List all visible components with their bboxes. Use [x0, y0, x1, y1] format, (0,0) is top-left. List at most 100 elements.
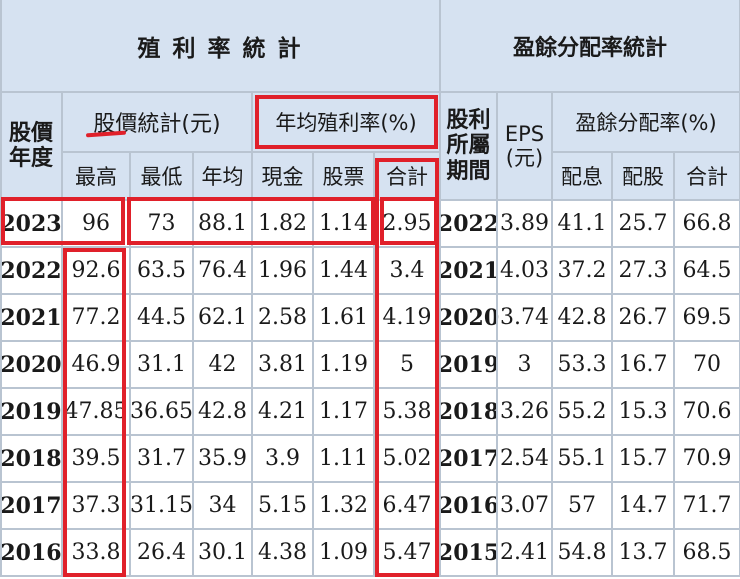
yield-total-header: 合計 [386, 165, 428, 189]
cell-year: 2021 [0, 304, 62, 331]
cell-eps-year: 2019 [437, 351, 500, 378]
grid-line [0, 293, 740, 295]
cell-cash: 1.96 [258, 258, 307, 283]
grid-line [0, 528, 740, 530]
cell-low: 73 [147, 211, 176, 236]
cell-eps: 3.89 [500, 211, 549, 236]
cell-p-cash: 42.8 [557, 305, 607, 330]
cell-total: 6.47 [382, 493, 432, 518]
cell-eps-year: 2015 [437, 539, 500, 566]
avg-header: 年均 [201, 165, 244, 189]
low-header: 最低 [140, 165, 183, 189]
eps-header: EPS (元) [504, 121, 545, 170]
avg-yield-header: 年均殖利率(%) [275, 111, 417, 135]
grid-line [129, 152, 131, 576]
cell-year: 2017 [0, 492, 62, 519]
cell-high: 47.85 [64, 399, 128, 424]
cell-low: 44.5 [137, 305, 186, 330]
cell-year: 2023 [0, 210, 62, 237]
cell-low: 36.65 [130, 399, 193, 424]
cell-avg: 30.1 [198, 540, 247, 565]
grid-line [0, 246, 740, 248]
grid-line [61, 92, 63, 576]
grid-line [611, 152, 613, 576]
cell-eps-year: 2018 [437, 398, 500, 425]
grid-line [0, 199, 740, 201]
grid-line [0, 0, 2, 576]
cell-p-stock: 15.7 [618, 446, 668, 471]
grid-line [551, 92, 553, 576]
cell-total: 5 [400, 352, 414, 377]
grid-line [192, 152, 194, 576]
cell-stock: 1.11 [319, 446, 368, 471]
cell-p-total: 70 [693, 352, 721, 377]
header-background [0, 0, 740, 200]
cell-cash: 2.58 [258, 305, 307, 330]
cell-p-stock: 16.7 [618, 352, 668, 377]
cell-avg: 34 [208, 493, 237, 518]
price-stats-header: 股價統計(元) [93, 112, 221, 137]
cell-year: 2019 [0, 398, 62, 425]
cell-eps: 3.07 [500, 493, 549, 518]
cell-total: 5.02 [382, 446, 432, 471]
cell-p-cash: 53.3 [557, 352, 607, 377]
cell-total: 5.38 [382, 399, 432, 424]
grid-line [0, 91, 740, 93]
cell-total: 5.47 [382, 540, 432, 565]
cell-p-cash: 54.8 [557, 540, 607, 565]
cell-stock: 1.32 [319, 493, 368, 518]
yield-section-title: 殖 利 率 統 計 [137, 36, 303, 62]
cell-eps-year: 2021 [437, 257, 500, 284]
grid-line [0, 575, 740, 577]
cell-p-cash: 57 [568, 493, 596, 518]
cell-eps: 3 [517, 352, 532, 377]
cell-stock: 1.17 [319, 399, 368, 424]
cell-eps: 3.26 [500, 399, 549, 424]
dividend-period-header: 股利 所屬 期間 [446, 108, 491, 184]
cell-avg: 88.1 [198, 211, 247, 236]
cell-low: 31.7 [137, 446, 186, 471]
cell-stock: 1.19 [319, 352, 368, 377]
cell-low: 31.15 [130, 493, 193, 518]
cell-p-stock: 14.7 [618, 493, 668, 518]
payout-stock-header: 配股 [622, 165, 664, 189]
cell-eps: 2.41 [500, 540, 549, 565]
cell-cash: 3.9 [265, 446, 300, 471]
cell-p-stock: 25.7 [618, 211, 668, 236]
year-column-header: 股價 年度 [8, 120, 53, 171]
cell-eps-year: 2017 [437, 445, 500, 472]
cell-stock: 1.14 [319, 211, 368, 236]
cell-high: 33.8 [71, 540, 121, 565]
payout-cash-header: 配息 [561, 165, 603, 189]
cell-low: 26.4 [137, 540, 186, 565]
cell-stock: 1.44 [319, 258, 368, 283]
cell-p-total: 69.5 [682, 305, 732, 330]
cash-yield-header: 現金 [261, 165, 304, 189]
cell-eps: 4.03 [500, 258, 549, 283]
stock-yield-header: 股票 [322, 165, 365, 189]
cell-stock: 1.09 [319, 540, 368, 565]
cell-p-stock: 26.7 [618, 305, 668, 330]
grid-line [251, 92, 253, 576]
cell-high: 77.2 [71, 305, 121, 330]
cell-year: 2020 [0, 351, 62, 378]
cell-p-cash: 41.1 [557, 211, 607, 236]
cell-p-total: 70.9 [682, 446, 732, 471]
cell-eps: 3.74 [500, 305, 549, 330]
cell-cash: 4.21 [258, 399, 307, 424]
cell-p-total: 66.8 [682, 211, 732, 236]
cell-avg: 42.8 [198, 399, 247, 424]
cell-p-cash: 55.2 [557, 399, 607, 424]
cell-avg: 76.4 [198, 258, 247, 283]
cell-avg: 42 [208, 352, 237, 377]
cell-high: 46.9 [71, 352, 121, 377]
payout-ratio-header: 盈餘分配率(%) [575, 111, 717, 135]
cell-p-total: 71.7 [682, 493, 732, 518]
grid-line [439, 0, 441, 576]
cell-total: 3.4 [389, 258, 425, 283]
cell-total: 4.19 [382, 305, 432, 330]
cell-high: 92.6 [71, 258, 121, 283]
grid-line [0, 481, 740, 483]
payout-total-header: 合計 [686, 165, 728, 189]
grid-line [373, 152, 375, 576]
